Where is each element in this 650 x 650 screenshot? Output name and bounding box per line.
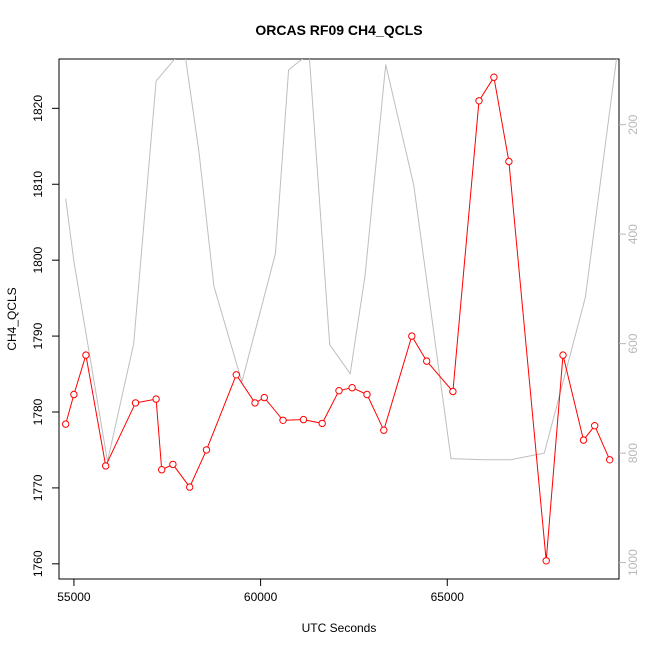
data-point: [169, 460, 177, 469]
data-point: [70, 390, 78, 399]
y-tick-label: 1800: [31, 246, 45, 273]
data-point: [335, 387, 343, 395]
data-point: [82, 351, 90, 359]
data-point: [158, 466, 166, 474]
data-point: [131, 399, 140, 407]
x-axis-label: UTC Seconds: [302, 621, 377, 635]
y2-axis: 200 400 600 800 1000: [619, 114, 640, 576]
data-point: [186, 483, 194, 491]
x-axis: 55000 60000 65000: [57, 579, 464, 604]
y2-tick-label: 600: [626, 333, 640, 353]
data-point: [490, 73, 498, 81]
data-point: [348, 384, 356, 392]
y2-tick-label: 400: [626, 224, 640, 244]
data-point: [260, 393, 268, 402]
y2-tick-label: 200: [626, 114, 640, 134]
data-point: [449, 387, 457, 396]
x-tick-label: 65000: [431, 590, 465, 604]
y2-tick-label: 1000: [626, 549, 640, 576]
x-tick-label: 55000: [57, 590, 91, 604]
data-point: [542, 557, 550, 565]
y-tick-label: 1790: [31, 322, 45, 349]
y-tick-label: 1810: [31, 171, 45, 198]
data-point: [606, 456, 614, 464]
series-line: [65, 75, 611, 561]
data-point: [279, 416, 287, 424]
data-point: [299, 415, 308, 424]
data-point: [408, 332, 416, 340]
plot-background: [58, 58, 620, 580]
data-point: [591, 422, 599, 430]
y-tick-label: 1760: [31, 550, 45, 577]
data-point: [475, 97, 483, 105]
series-layer: [61, 59, 617, 565]
plot-frame: [58, 58, 620, 580]
data-point: [505, 157, 513, 166]
series-right-axis: [65, 59, 617, 462]
data-point: [423, 357, 431, 365]
data-point: [202, 446, 211, 454]
y-tick-label: 1770: [31, 474, 45, 501]
data-point: [251, 399, 259, 407]
data-point: [102, 462, 110, 470]
data-point: [152, 395, 160, 403]
data-point: [232, 371, 241, 379]
series-line: [65, 59, 617, 462]
y-axis: 1760 1770 1780 1790 1800 1810 1820: [31, 95, 59, 577]
y-axis-label: CH4_QCLS: [5, 287, 19, 350]
y2-tick-label: 800: [626, 443, 640, 463]
data-point: [579, 436, 588, 444]
data-point: [380, 426, 388, 434]
data-point: [318, 419, 326, 428]
y-tick-label: 1780: [31, 398, 45, 425]
x-tick-label: 60000: [244, 590, 278, 604]
series-left-axis: [61, 73, 614, 565]
data-point: [363, 390, 371, 399]
data-point: [61, 420, 70, 428]
y-tick-label: 1820: [31, 95, 45, 122]
chart-title: ORCAS RF09 CH4_QCLS: [255, 22, 422, 38]
data-point: [559, 351, 567, 359]
